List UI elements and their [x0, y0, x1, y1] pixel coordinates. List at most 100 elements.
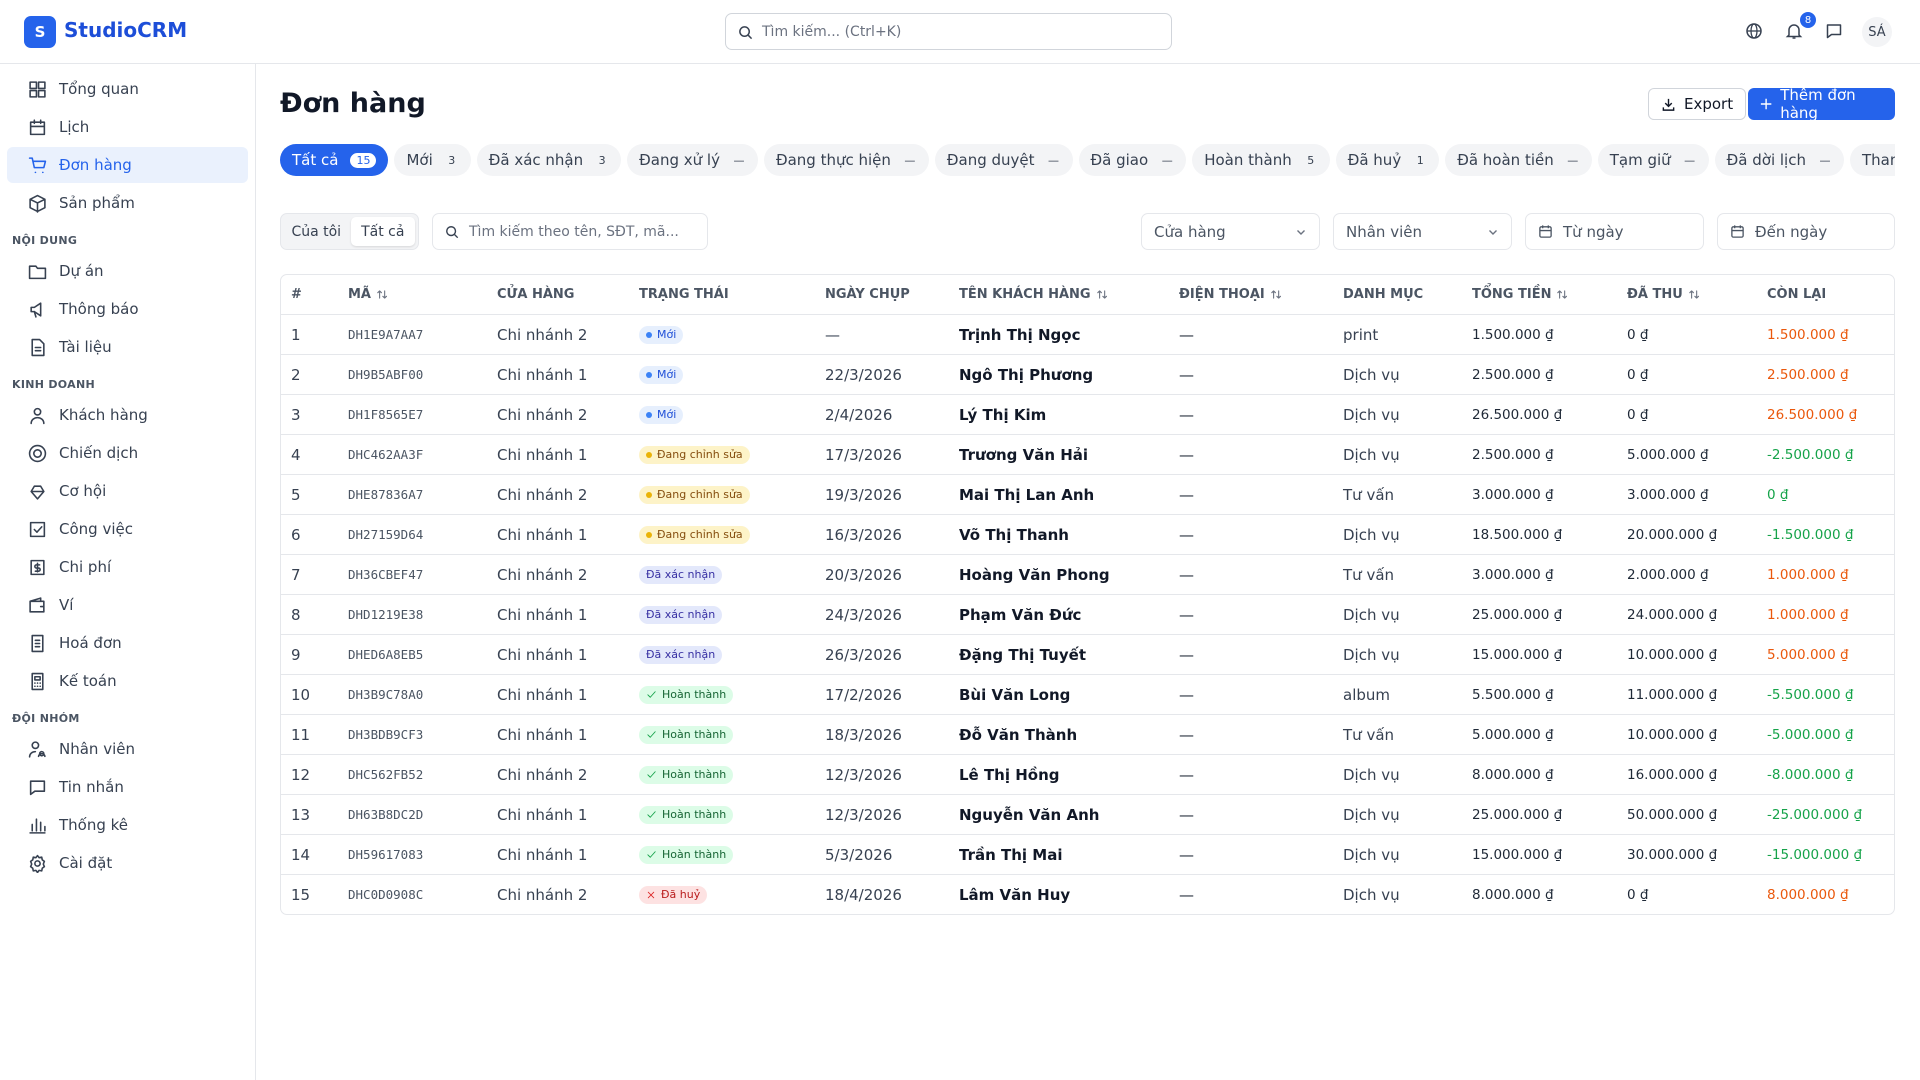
nav-item[interactable]: Tài liệu [7, 328, 248, 366]
nav-item[interactable]: Dự án [7, 252, 248, 290]
nav-item[interactable]: Tin nhắn [7, 768, 248, 806]
status-tab[interactable]: Tạm giữ — [1597, 144, 1709, 176]
column-header[interactable]: TÊN KHÁCH HÀNG [949, 287, 1169, 302]
table-row[interactable]: 3 DH1F8565E7 Chi nhánh 2 Mới 2/4/2026 Lý Thị … [281, 394, 1894, 434]
status-badge: Hoàn thành [639, 725, 734, 744]
nav-item[interactable]: Sản phẩm [7, 184, 248, 222]
table-row[interactable]: 11 DH3BDB9CF3 Chi nhánh 1 Hoàn thành 18/3/20… [281, 714, 1894, 754]
notification-button[interactable] [1785, 22, 1803, 40]
nav-icon [30, 559, 45, 575]
status-tab[interactable]: Mới 3 [394, 144, 471, 176]
export-button[interactable]: Export [1648, 88, 1747, 120]
table-cell: 0 ₫ [1617, 887, 1757, 903]
add-order-button[interactable]: Thêm đơn hàng [1748, 86, 1895, 122]
status-tab[interactable]: Đã hoàn tiền — [1445, 144, 1592, 176]
status-tab[interactable]: Đã giao — [1078, 144, 1187, 176]
nav-label: Thống kê [59, 816, 129, 834]
table-row[interactable]: 4 DHC462AA3F Chi nhánh 1 Đang chỉnh sửa 17/3… [281, 434, 1894, 474]
status-label: Hoàn thành [662, 728, 727, 741]
download-icon [1662, 98, 1675, 111]
status-tab[interactable]: Đang thực hiện — [763, 144, 929, 176]
status-tab[interactable]: Hoàn thành 5 [1192, 144, 1330, 176]
nav-item[interactable]: Khách hàng [7, 396, 248, 434]
cell-text: — [1179, 525, 1194, 544]
cell-text: Chi nhánh 1 [497, 685, 588, 704]
column-header[interactable]: TỔNG TIỀN [1462, 287, 1617, 302]
scope-option[interactable]: Của tôi [291, 223, 342, 240]
table-search[interactable]: Tìm kiếm theo tên, SĐT, mã... [432, 213, 708, 250]
cell-text: 5.000.000 ₫ [1767, 646, 1849, 663]
cell-text: 15 [291, 885, 311, 904]
table-cell: DHD1219E38 [338, 607, 487, 622]
nav-item[interactable]: Chiến dịch [7, 434, 248, 472]
scope-option[interactable]: Tất cả [350, 217, 415, 246]
status-badge: Đang chỉnh sửa [639, 525, 750, 544]
cell-text: 2.500.000 ₫ [1472, 446, 1554, 463]
table-row[interactable]: 7 DH36CBEF47 Chi nhánh 2 Đã xác nhận 20/3/20… [281, 554, 1894, 594]
logo[interactable]: S [24, 16, 56, 48]
table-cell: Hoàn thành [629, 845, 815, 864]
table-row[interactable]: 10 DH3B9C78A0 Chi nhánh 1 Hoàn thành 17/2/20… [281, 674, 1894, 714]
status-tab[interactable]: Đang xử lý — [627, 144, 758, 176]
cell-text: Nguyễn Văn Anh [959, 805, 1100, 824]
table-row[interactable]: 1 DH1E9A7AA7 Chi nhánh 2 Mới — Trịnh Thị Ngọc… [281, 314, 1894, 354]
to-date[interactable]: Đến ngày [1717, 213, 1895, 250]
table-row[interactable]: 12 DHC562FB52 Chi nhánh 2 Hoàn thành 12/3/20… [281, 754, 1894, 794]
cell-text: DH3B9C78A0 [348, 687, 424, 702]
global-search[interactable]: Tìm kiếm... (Ctrl+K) [725, 13, 1172, 50]
message-button[interactable] [1825, 22, 1843, 40]
nav-item[interactable]: Kế toán [7, 662, 248, 700]
nav-item[interactable]: Thống kê [7, 806, 248, 844]
status-tab[interactable]: Đã dời lịch — [1714, 144, 1844, 176]
table-row[interactable]: 8 DHD1219E38 Chi nhánh 1 Đã xác nhận 24/3/20… [281, 594, 1894, 634]
table-row[interactable]: 13 DH63B8DC2D Chi nhánh 1 Hoàn thành 12/3/20… [281, 794, 1894, 834]
table-row[interactable]: 9 DHED6A8EB5 Chi nhánh 1 Đã xác nhận 26/3/20… [281, 634, 1894, 674]
staff-select[interactable]: Nhân viên [1333, 213, 1512, 250]
nav-item[interactable]: Cài đặt [7, 844, 248, 882]
nav-item[interactable]: Chi phí [7, 548, 248, 586]
store-select[interactable]: Cửa hàng [1141, 213, 1320, 250]
status-tab[interactable]: Đã huỷ 1 [1335, 144, 1440, 176]
from-date[interactable]: Từ ngày [1525, 213, 1704, 250]
nav-item[interactable]: Thông báo [7, 290, 248, 328]
cell-text: — [1179, 405, 1194, 424]
nav-item[interactable]: Nhân viên [7, 730, 248, 768]
status-tab[interactable]: Tất cả 15 [280, 144, 389, 176]
nav-icon [28, 156, 47, 173]
nav-item[interactable]: Tổng quan [7, 70, 248, 108]
column-header[interactable]: ĐÃ THU [1617, 287, 1757, 302]
column-header[interactable]: MÃ [338, 287, 487, 302]
table-row[interactable]: 2 DH9B5ABF00 Chi nhánh 1 Mới 22/3/2026 Ngô Th… [281, 354, 1894, 394]
cell-text: 1.500.000 ₫ [1472, 326, 1554, 343]
cell-text: 5 [291, 485, 301, 504]
nav-item[interactable]: Công việc [7, 510, 248, 548]
nav-icon [29, 118, 46, 135]
status-dot [646, 491, 652, 498]
language-button[interactable] [1745, 22, 1763, 40]
column-header[interactable]: ĐIỆN THOẠI [1169, 287, 1333, 302]
table-cell: 1 [281, 326, 338, 344]
nav-item[interactable]: Lịch [7, 108, 248, 146]
cell-text: DHE87836A7 [348, 487, 424, 502]
status-tab[interactable]: Đã xác nhận 3 [476, 144, 622, 176]
status-tab[interactable]: Thanh toán n— [1849, 144, 1895, 176]
table-row[interactable]: 6 DH27159D64 Chi nhánh 1 Đang chỉnh sửa 16/3… [281, 514, 1894, 554]
cell-text: -5.500.000 ₫ [1767, 686, 1854, 703]
nav-item[interactable]: Ví [7, 586, 248, 624]
brand[interactable]: StudioCRM [64, 18, 188, 42]
cell-text: Chi nhánh 1 [497, 725, 588, 744]
sort-icon [1557, 290, 1568, 299]
table-row[interactable]: 14 DH59617083 Chi nhánh 1 Hoàn thành 5/3/202… [281, 834, 1894, 874]
user-avatar[interactable]: SÁ [1862, 17, 1892, 47]
cell-text: 3.000.000 ₫ [1472, 486, 1554, 503]
status-tab[interactable]: Đang duyệt — [934, 144, 1073, 176]
table-cell: Chi nhánh 1 [487, 646, 629, 664]
nav-item[interactable]: Hoá đơn [7, 624, 248, 662]
table-row[interactable]: 15 DHC0D0908C Chi nhánh 2 Đã huỷ 18/4/2026 Lâ… [281, 874, 1894, 914]
cell-text: DH1E9A7AA7 [348, 327, 424, 342]
table-row[interactable]: 5 DHE87836A7 Chi nhánh 2 Đang chỉnh sửa 19/3… [281, 474, 1894, 514]
nav-item[interactable]: Đơn hàng [7, 147, 248, 183]
nav-item[interactable]: Cơ hội [7, 472, 248, 510]
table-cell: Tư vấn [1333, 486, 1462, 504]
cell-text: Trương Văn Hải [959, 445, 1089, 464]
